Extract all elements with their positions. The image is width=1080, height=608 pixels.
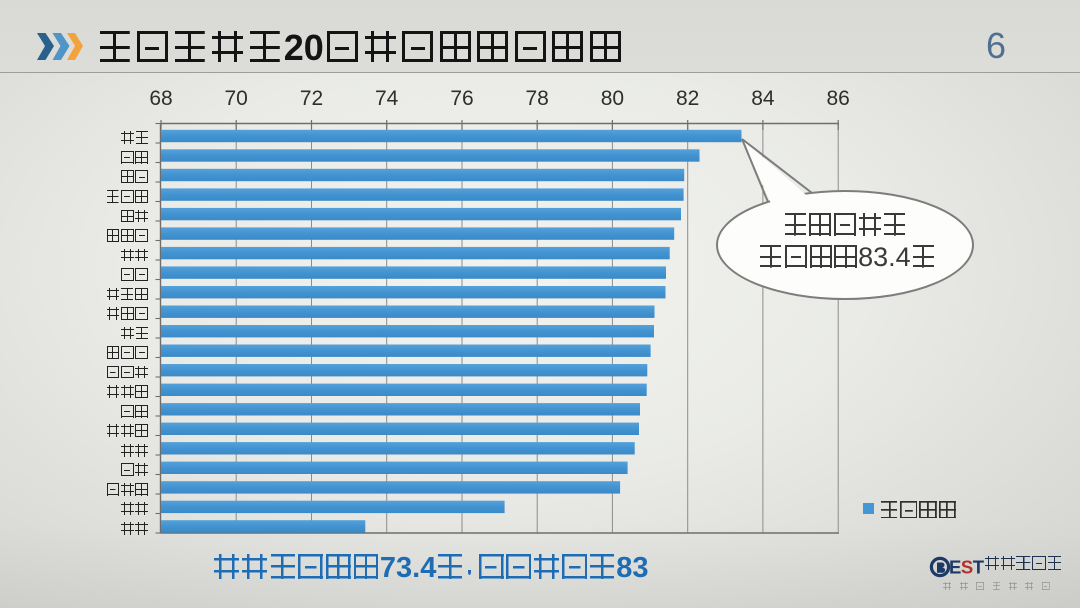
svg-text:EST: EST <box>949 557 985 578</box>
